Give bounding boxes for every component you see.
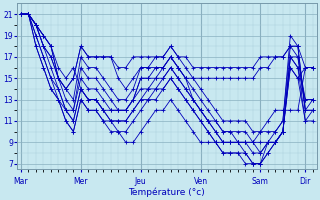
X-axis label: Température (°c): Température (°c) [129, 187, 205, 197]
